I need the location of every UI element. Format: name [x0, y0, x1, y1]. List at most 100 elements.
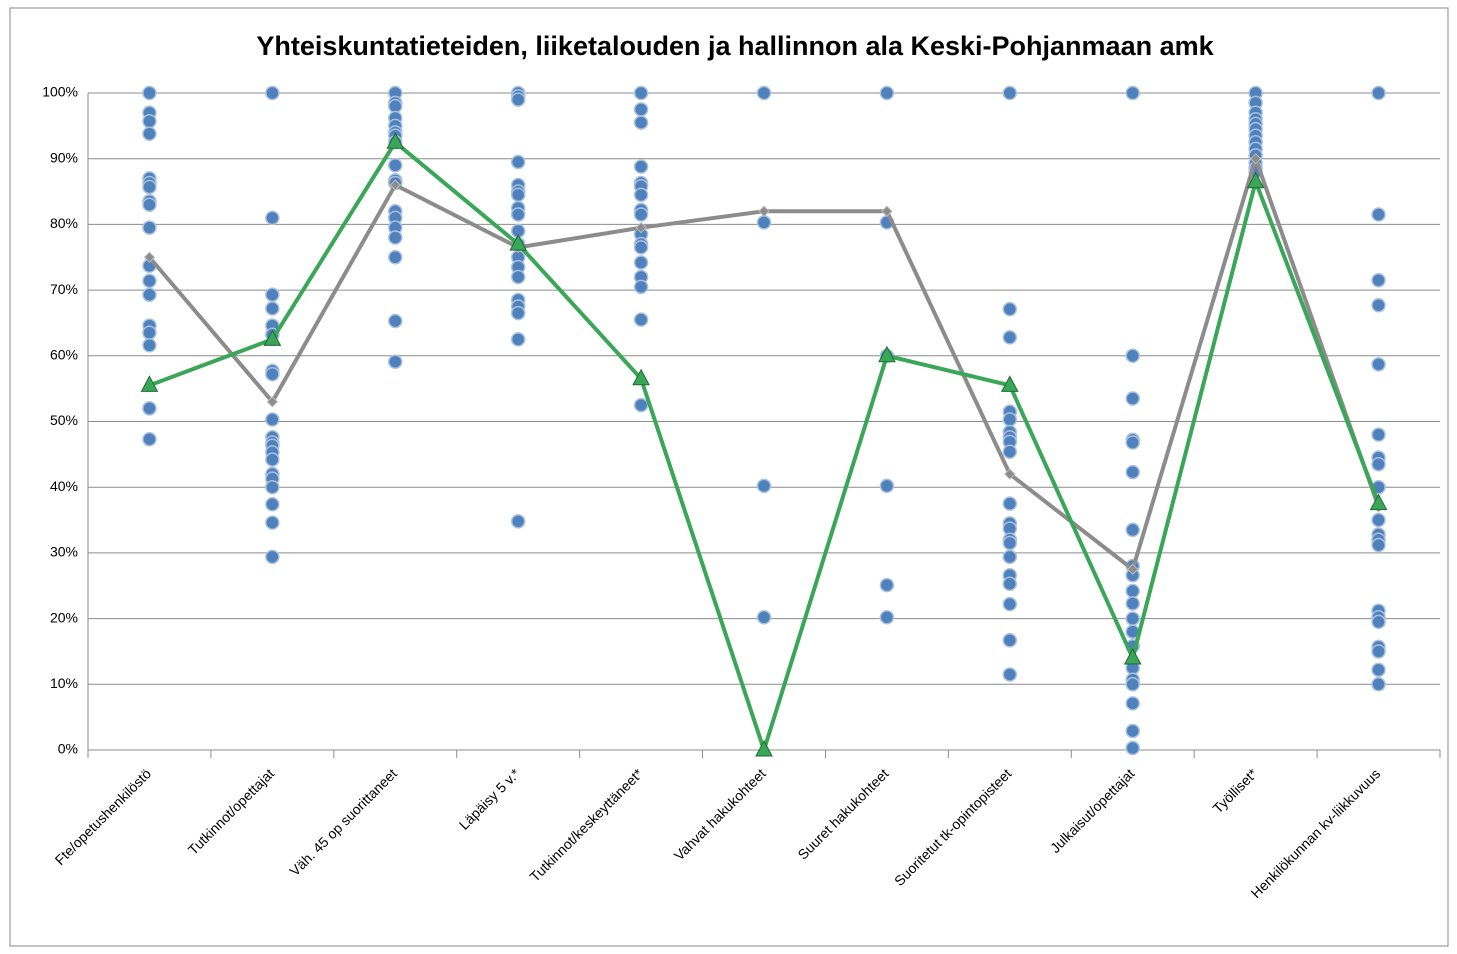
dot: [633, 312, 649, 327]
dot: [633, 240, 649, 255]
series-marker: [389, 179, 401, 191]
dot: [1125, 696, 1140, 711]
series-marker: [1369, 493, 1388, 511]
dot: [142, 179, 157, 195]
series-marker: [1246, 171, 1265, 189]
dot: [1125, 583, 1140, 599]
dot: [265, 497, 280, 512]
dot: [265, 549, 280, 565]
dot: [1125, 85, 1140, 101]
dot: [1125, 464, 1140, 480]
chart-title: Yhteiskuntatieteiden, liiketalouden ja h…: [256, 31, 1214, 61]
dot: [633, 85, 649, 101]
dot: [510, 207, 526, 222]
dot: [1125, 391, 1140, 406]
dot: [756, 215, 772, 230]
dot: [633, 159, 649, 174]
dot: [1371, 357, 1386, 372]
dot: [1371, 537, 1386, 553]
y-tick-label: 0%: [58, 741, 78, 757]
y-tick-label: 60%: [50, 347, 78, 363]
dot: [388, 313, 403, 329]
dot: [1125, 723, 1140, 739]
dot: [265, 452, 280, 467]
series-marker: [1127, 563, 1139, 576]
dot: [1371, 427, 1386, 442]
dot: [1371, 512, 1386, 528]
dot: [1002, 633, 1018, 648]
dot: [879, 478, 895, 494]
dot: [756, 610, 772, 625]
dot: [1371, 614, 1386, 630]
dot: [1002, 596, 1018, 612]
series-marker: [140, 375, 159, 392]
dot: [1002, 576, 1018, 592]
y-tick-label: 10%: [50, 675, 78, 691]
dot: [388, 250, 403, 265]
series-marker: [1000, 375, 1019, 392]
dot: [265, 412, 280, 427]
dot: [265, 479, 280, 495]
y-tick-label: 100%: [42, 84, 78, 100]
dot: [142, 431, 157, 447]
series-marker: [1249, 152, 1262, 165]
dot: [1371, 85, 1386, 101]
series-marker: [263, 329, 282, 346]
dot: [1002, 412, 1018, 427]
dot: [879, 85, 895, 101]
dot: [388, 158, 403, 173]
dot: [388, 230, 403, 245]
dot: [142, 338, 157, 353]
series-marker: [1004, 468, 1016, 480]
dot: [265, 210, 280, 226]
y-tick-label: 50%: [50, 412, 78, 428]
series-marker: [632, 368, 650, 386]
dot: [142, 325, 157, 341]
dot: [142, 114, 157, 129]
dot: [633, 207, 649, 222]
dot: [633, 187, 649, 203]
series-marker: [755, 739, 773, 757]
y-tick-label: 70%: [50, 281, 78, 297]
dot: [756, 85, 772, 101]
dot: [510, 187, 526, 203]
dot: [1125, 740, 1140, 756]
dot: [510, 305, 526, 321]
dot: [1125, 435, 1140, 450]
series-marker: [1123, 647, 1142, 665]
dot: [142, 85, 157, 101]
dot: [388, 98, 403, 114]
series-marker: [386, 132, 405, 149]
dot: [633, 115, 649, 130]
dot: [1371, 297, 1386, 313]
dot: [1371, 644, 1386, 659]
dot: [879, 577, 895, 593]
dot: [1002, 496, 1018, 511]
y-tick-label: 30%: [50, 544, 78, 560]
dot: [265, 287, 280, 302]
y-tick-label: 80%: [50, 215, 78, 231]
series-marker: [635, 221, 647, 234]
dot: [1125, 522, 1140, 538]
dot: [510, 514, 526, 529]
dot: [1371, 456, 1386, 472]
series-marker: [881, 205, 893, 217]
dot: [142, 197, 157, 212]
dot: [265, 85, 280, 101]
dot: [1002, 535, 1018, 551]
y-tick-label: 90%: [50, 149, 78, 165]
dot: [1371, 272, 1386, 288]
dot: [142, 273, 157, 289]
chart-border: [9, 7, 1449, 947]
dot: [510, 332, 526, 347]
dot: [1002, 667, 1018, 682]
dot: [1371, 207, 1386, 222]
series-marker: [143, 251, 156, 263]
dot: [1002, 85, 1018, 101]
dot: [756, 478, 772, 494]
dot: [142, 287, 157, 302]
dot: [510, 154, 526, 170]
dot: [1002, 444, 1018, 459]
